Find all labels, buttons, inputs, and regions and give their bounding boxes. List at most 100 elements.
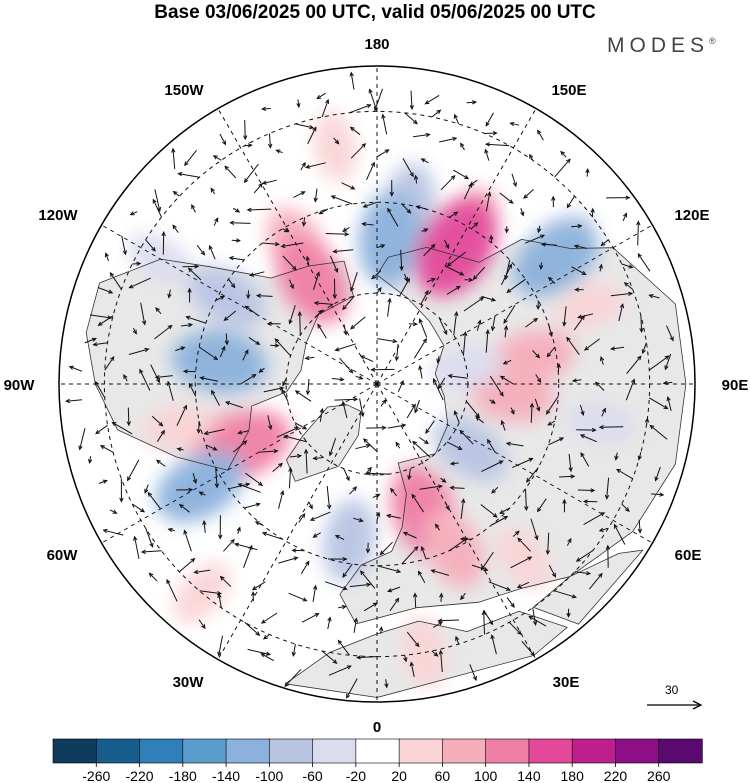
wind-vector [289,453,303,459]
wind-vector [274,338,291,357]
wind-vector [327,616,332,630]
wind-vector [455,635,460,645]
wind-vector [202,519,207,533]
wind-vector [480,551,494,571]
wind-vector [434,523,441,531]
wind-vector [485,191,492,212]
wind-vector [520,208,525,217]
wind-vector [394,343,400,362]
wind-vector [270,343,280,348]
wind-vector [342,563,353,578]
lon-label-150e: 150E [551,82,586,99]
positive-anomaly [555,283,625,330]
colorbar-tick-label: -100 [255,768,283,783]
wind-vector [420,545,427,560]
wind-vector [182,369,196,374]
wind-vector [664,353,672,371]
wind-vector [327,556,348,562]
wind-vector [145,528,154,548]
wind-vector [551,195,556,208]
wind-vector [337,639,350,656]
wind-vector [376,286,382,294]
wind-vector [432,377,444,401]
wind-vector [154,324,173,340]
wind-vector [341,182,356,190]
wind-vector [524,488,529,512]
wind-vector [366,161,375,181]
positive-anomaly [313,111,357,183]
wind-vector [649,424,668,440]
wind-vector [576,427,597,433]
wind-vector [437,377,446,390]
wind-vector [128,347,150,355]
wind-vector [437,618,460,623]
wind-vector [359,570,376,589]
wind-vector [378,626,384,634]
wind-vector [577,313,594,319]
meridian-line [376,383,653,544]
wind-vector [276,426,300,438]
wind-vector [198,491,206,496]
wind-vector [525,467,539,483]
map-title: Base 03/06/2025 00 UTC, valid 05/06/2025… [154,2,596,23]
negative-anomaly [155,450,245,523]
wind-vector [430,569,450,576]
wind-vector [210,187,216,195]
wind-vector [298,513,306,523]
meridian-line [101,224,378,385]
wind-vector [346,678,358,699]
wind-vector [566,608,571,618]
wind-vector [402,158,414,178]
wind-vector [349,486,358,495]
wind-vector [648,397,669,410]
wind-vector [387,423,407,429]
wind-vector [139,368,151,391]
wind-vector [532,607,538,626]
colorbar-swatch [269,738,314,764]
wind-vector [293,191,306,198]
wind-vector [295,123,315,130]
polar-map: 180 150E 120E 90E 60E 30E 0 30W 60W 90W … [4,36,749,736]
colorbar-tick-label: 220 [604,768,628,783]
wind-vector [491,486,499,494]
wind-vector [232,207,241,213]
wind-vector [228,278,236,289]
wind-vector [506,278,526,293]
wind-vector [339,357,354,374]
lon-label-120w: 120W [38,207,78,224]
wind-vector [413,174,419,184]
wind-vector [406,631,420,648]
wind-vector [304,355,315,361]
wind-vector [68,365,83,372]
wind-vector [198,346,219,361]
wind-vector [231,238,241,243]
wind-vector [517,537,531,552]
wind-vector [600,239,609,247]
wind-vector [420,158,429,164]
wind-vector [92,342,108,347]
wind-vector [413,132,431,138]
wind-vector [133,535,140,559]
wind-vector [218,515,223,540]
wind-vector [535,300,541,311]
wind-vector [312,584,318,602]
wind-vector [99,445,114,453]
wind-vector [465,400,480,418]
wind-vector [233,542,258,551]
wind-vector [244,621,261,636]
wind-vector [361,221,374,227]
wind-vector [229,220,251,226]
wind-vector [449,211,459,218]
wind-vector [199,376,219,382]
wind-vector [228,482,251,490]
wind-vector [325,231,350,237]
wind-vector [409,661,415,678]
wind-vector [447,373,468,379]
wind-vector [261,106,271,111]
wind-vector [172,224,179,233]
colorbar-tick-label: 180 [561,768,585,783]
colorbar-tick-label: -180 [169,768,197,783]
wind-vector [418,364,423,379]
wind-vector [425,420,435,434]
wind-vector [489,234,494,244]
